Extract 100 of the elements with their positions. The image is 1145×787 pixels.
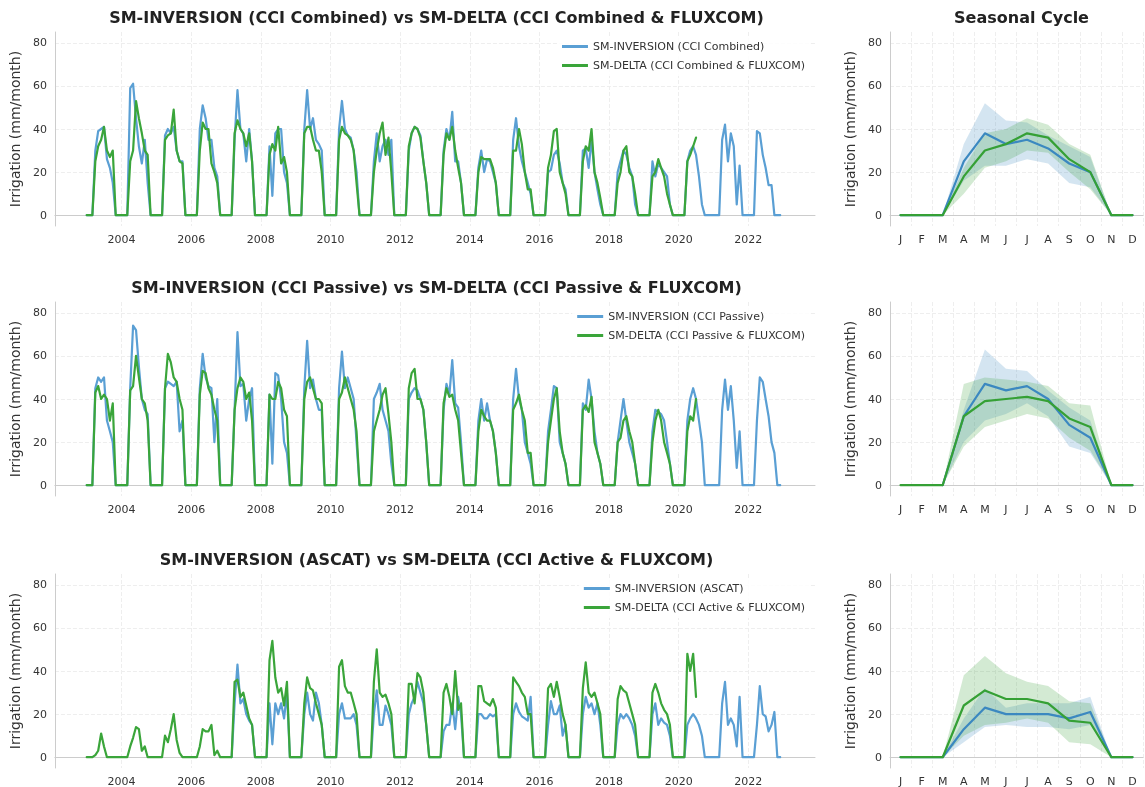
x-tick-label: J [1024,503,1029,516]
x-tick-label: A [1044,233,1053,246]
x-tick-label: 2018 [595,233,624,246]
x-tick-label: M [937,775,948,787]
x-tick-label: 2020 [664,503,693,516]
y-axis-title: Irrigation (mm/month) [7,592,23,750]
legend-label: SM-DELTA (CCI Combined & FLUXCOM) [592,59,805,72]
x-tick-label: M [980,233,990,246]
x-tick-label: J [1024,233,1029,246]
x-tick-label: O [1085,233,1095,246]
y-axis-title: Irrigation (mm/month) [842,50,859,208]
x-tick-label: J [1024,775,1029,787]
legend-label: SM-INVERSION (ASCAT) [614,582,744,595]
x-tick-label: 2012 [386,233,415,246]
y-tick-label: 0 [39,478,47,492]
x-tick-label: M [937,233,948,246]
x-tick-label: J [1003,775,1008,787]
y-tick-label: 80 [32,578,47,592]
x-tick-label: M [980,775,990,787]
x-tick-label: D [1128,775,1137,787]
y-tick-label: 60 [868,79,882,93]
y-tick-label: 40 [32,392,47,406]
y-tick-label: 20 [868,707,882,721]
chart-title: SM-INVERSION (ASCAT) vs SM-DELTA (CCI Active & FLUXCOM) [159,549,714,569]
y-tick-label: 80 [868,578,882,592]
y-axis-title: Irrigation (mm/month) [842,592,859,750]
x-tick-label: 2012 [386,775,415,787]
y-tick-label: 40 [32,664,47,678]
y-tick-label: 20 [32,165,47,179]
y-tick-label: 0 [875,750,882,764]
x-tick-label: M [980,503,990,516]
legend-label: SM-DELTA (CCI Active & FLUXCOM) [614,601,805,614]
x-tick-label: 2008 [246,503,275,516]
line-series [899,132,1134,217]
y-tick-label: 0 [875,208,882,222]
x-tick-label: A [960,775,969,787]
legend-label: SM-INVERSION (CCI Passive) [608,310,765,323]
y-tick-label: 20 [32,435,47,449]
x-tick-label: 2008 [246,775,275,787]
x-tick-label: 2006 [177,503,206,516]
x-tick-label: 2022 [734,233,763,246]
x-tick-label: F [918,503,925,516]
x-tick-label: 2010 [316,775,345,787]
chart-title: Seasonal Cycle [954,7,1090,27]
x-tick-label: D [1128,503,1137,516]
line-series [899,395,1134,487]
x-tick-label: 2010 [316,233,345,246]
x-tick-label: J [897,503,903,516]
line-series [85,99,698,217]
x-tick-label: J [1003,233,1008,246]
y-tick-label: 40 [868,392,882,406]
y-axis-title: Irrigation (mm/month) [7,320,23,478]
x-tick-label: A [960,503,969,516]
line-series [85,352,698,487]
x-tick-label: 2022 [734,503,763,516]
x-tick-label: 2008 [246,233,275,246]
y-tick-label: 80 [32,36,47,50]
y-tick-label: 20 [868,165,882,179]
x-tick-label: A [960,233,969,246]
x-tick-label: 2010 [316,503,345,516]
x-tick-label: F [918,775,925,787]
y-tick-label: 0 [39,208,47,222]
y-tick-label: 80 [868,36,882,50]
x-tick-label: J [1003,503,1008,516]
x-tick-label: A [1044,503,1053,516]
chart-title: SM-INVERSION (CCI Combined) vs SM-DELTA (CCI Combined & FLUXCOM) [109,7,764,27]
x-tick-label: O [1085,503,1095,516]
line-series [85,639,698,759]
x-tick-label: 2020 [664,233,693,246]
y-axis-title: Irrigation (mm/month) [842,320,859,478]
y-tick-label: 60 [32,621,47,635]
x-tick-label: 2018 [595,503,624,516]
x-tick-label: 2014 [455,775,484,787]
y-tick-label: 40 [32,122,47,136]
y-tick-label: 60 [32,349,47,363]
x-tick-label: J [897,775,903,787]
x-tick-label: S [1065,503,1073,516]
y-tick-label: 60 [32,79,47,93]
x-tick-label: 2022 [734,775,763,787]
x-tick-label: 2004 [107,775,136,787]
x-tick-label: S [1065,775,1073,787]
y-tick-label: 0 [875,478,882,492]
y-tick-label: 60 [868,349,882,363]
x-tick-label: 2012 [386,503,415,516]
x-tick-label: M [937,503,948,516]
x-tick-label: S [1065,233,1073,246]
x-tick-label: 2004 [107,503,136,516]
x-tick-label: O [1085,775,1095,787]
x-tick-label: 2020 [664,775,693,787]
x-tick-label: N [1107,233,1116,246]
x-tick-label: D [1128,233,1137,246]
x-tick-label: 2014 [455,503,484,516]
x-tick-label: 2016 [525,775,554,787]
x-tick-label: 2004 [107,233,136,246]
x-tick-label: 2016 [525,233,554,246]
x-tick-label: J [897,233,903,246]
legend-label: SM-DELTA (CCI Passive & FLUXCOM) [608,329,806,342]
y-tick-label: 0 [39,750,47,764]
y-tick-label: 40 [868,664,882,678]
x-tick-label: 2016 [525,503,554,516]
